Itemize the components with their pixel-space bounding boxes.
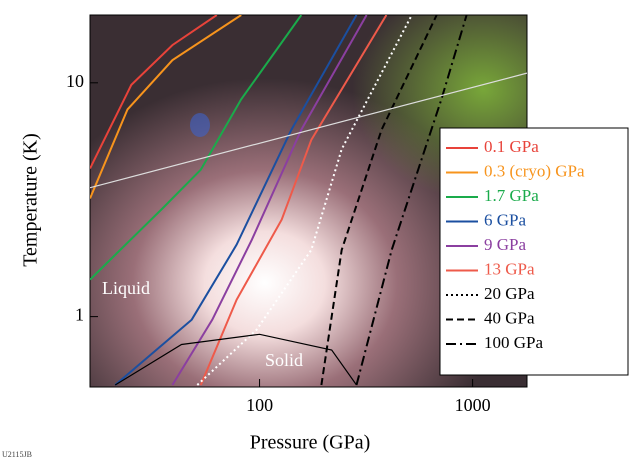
x-tick-label: 1000: [455, 395, 491, 415]
legend-box: [439, 127, 629, 376]
line: [114, 15, 358, 386]
annotation: Solid: [265, 350, 303, 370]
y-tick-label: 1: [75, 305, 84, 325]
line: [90, 15, 242, 199]
legend-label: 20 GPa: [484, 284, 535, 303]
legend-label: 1.7 GPa: [484, 186, 539, 205]
legend-label: 9 GPa: [484, 235, 526, 254]
legend-label: 0.3 (cryo) GPa: [484, 161, 585, 180]
legend: 0.1 GPa 0.3 (cryo) GPa 1.7 GPa 6 GPa 9 GPa 13…: [446, 137, 585, 352]
legend-label: 40 GPa: [484, 308, 535, 327]
x-tick-label: 100: [246, 395, 273, 415]
annotation: U2115JB: [2, 450, 32, 459]
line: [114, 333, 357, 386]
y-axis-label: Temperature (K): [20, 133, 42, 267]
line: [90, 72, 527, 189]
legend-label: 13 GPa: [484, 259, 535, 278]
line: [199, 15, 388, 386]
line: [90, 15, 218, 169]
x-axis-label: Pressure (GPa): [250, 432, 371, 454]
line: [171, 15, 368, 386]
line: [320, 15, 438, 386]
legend-label: 0.1 GPa: [484, 137, 539, 156]
legend-label: 100 GPa: [484, 333, 543, 352]
annotation: Liquid: [102, 278, 150, 298]
line: [355, 15, 468, 386]
curves: [90, 15, 527, 386]
legend-label: 6 GPa: [484, 210, 526, 229]
y-tick-label: 10: [66, 71, 84, 91]
line: [90, 15, 303, 281]
